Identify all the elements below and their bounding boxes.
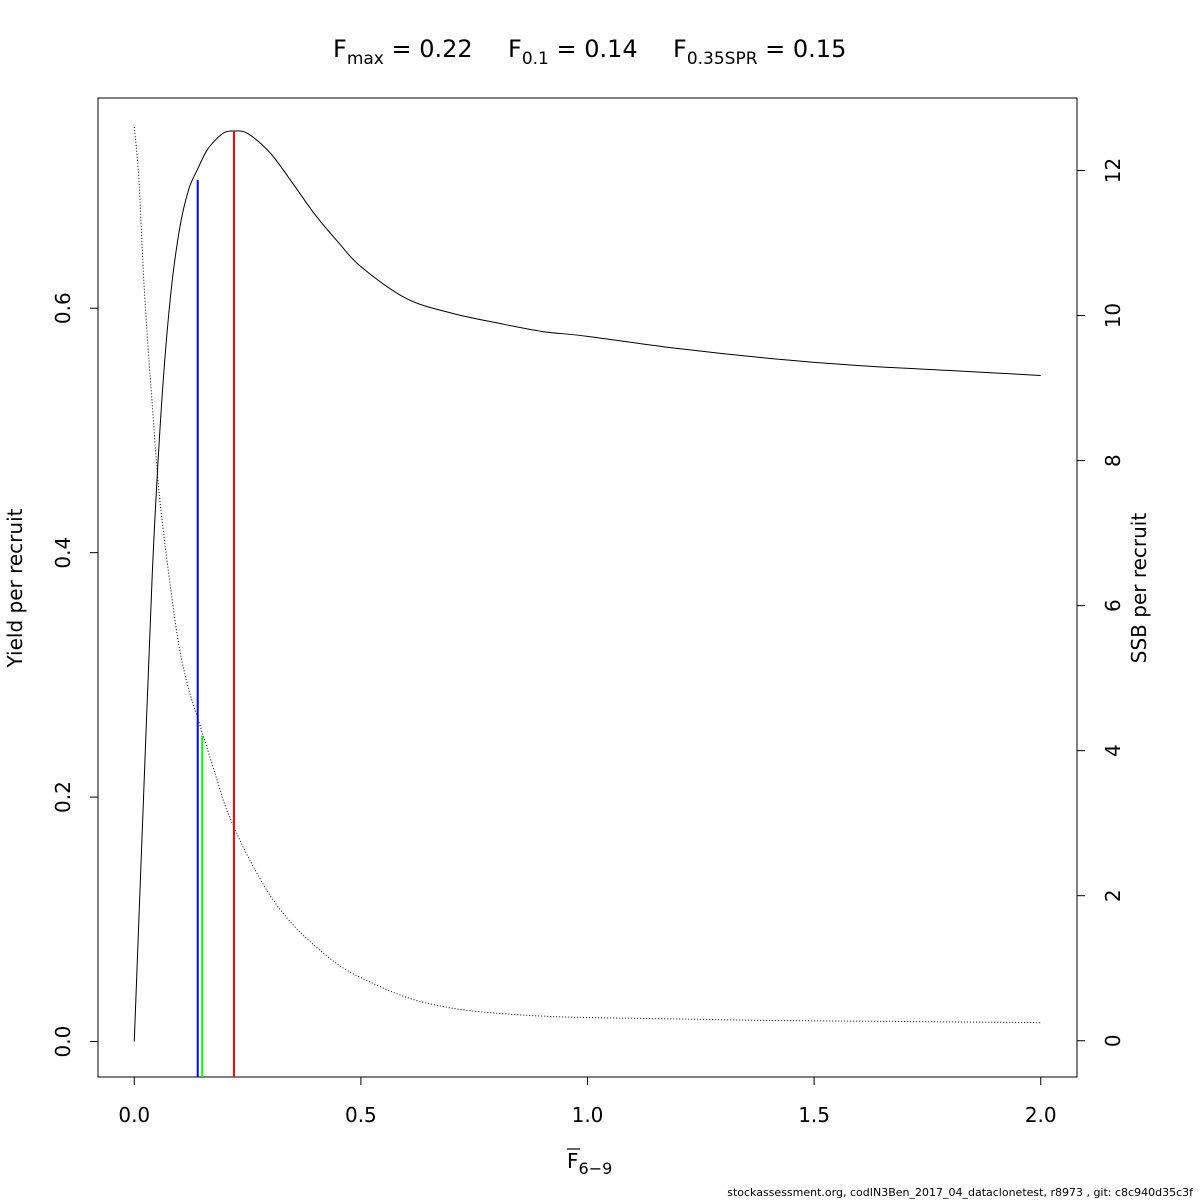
title-f01: F0.1 = 0.14 (508, 35, 638, 69)
y-left-tick-label: 0.0 (51, 1026, 75, 1058)
y-right-tick-label: 4 (1101, 744, 1125, 757)
y-right-tick-label: 10 (1101, 303, 1125, 328)
x-tick-label: 1.5 (798, 1103, 830, 1127)
title-fmax: Fmax = 0.22 (333, 35, 473, 69)
y-left-tick-label: 0.4 (51, 537, 75, 569)
y-right-tick-label: 2 (1101, 889, 1125, 902)
footer-note: stockassessment.org, codIN3Ben_2017_04_d… (727, 1186, 1194, 1199)
yield-per-recruit-line (133, 130, 1041, 1042)
title-f35spr: F0.35SPR = 0.15 (673, 35, 846, 69)
reference-lines (196, 131, 235, 1077)
x-tick-label: 0.0 (118, 1103, 150, 1127)
y-left-tick-label: 0.2 (51, 781, 75, 813)
series-layer (133, 126, 1041, 1042)
y-right-tick-label: 6 (1101, 599, 1125, 612)
x-tick-label: 0.5 (345, 1103, 377, 1127)
y-right-tick-label: 0 (1101, 1034, 1125, 1047)
x-tick-label: 1.0 (572, 1103, 604, 1127)
plot-frame (97, 97, 1078, 1078)
y-right-tick-label: 8 (1101, 454, 1125, 467)
y-axis-right-title: SSB per recruit (1127, 513, 1151, 664)
y-axis-left-title: Yield per recruit (3, 508, 27, 668)
x-tick-label: 2.0 (1025, 1103, 1057, 1127)
y-left-tick-label: 0.6 (51, 292, 75, 324)
x-axis-title-text: F6−9 (567, 1149, 612, 1178)
ssb-per-recruit-line (133, 126, 1041, 1024)
x-axis: 0.0 0.5 1.0 1.5 2.0 (118, 1076, 1057, 1127)
y-axis-left: 0.0 0.2 0.4 0.6 (51, 292, 99, 1058)
x-axis-title: F6−9 (567, 1148, 612, 1178)
y-right-tick-label: 12 (1101, 158, 1125, 183)
chart-title: Fmax = 0.22 F0.1 = 0.14 F0.35SPR = 0.15 (333, 35, 846, 69)
y-axis-right: 0 2 4 6 8 10 12 (1076, 158, 1125, 1047)
